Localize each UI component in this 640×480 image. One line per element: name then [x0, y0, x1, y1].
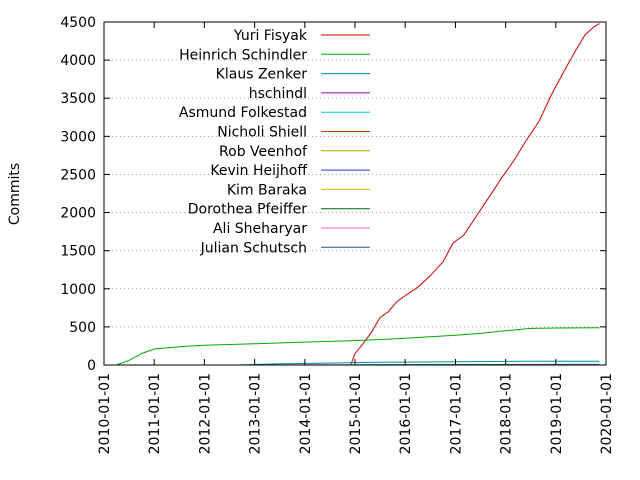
x-tick-label: 2020-01-01	[599, 373, 615, 454]
series-line-2	[237, 360, 600, 366]
y-tick-label: 3500	[60, 91, 96, 107]
y-axis: 0 500 1000 1500 2000 2500 3000 3500 4000 4500	[60, 15, 606, 374]
y-tick-label: 2000	[60, 206, 96, 222]
x-tick-label: 2017-01-01	[448, 373, 464, 454]
x-tick-label: 2011-01-01	[147, 373, 163, 454]
y-tick-label: 1000	[60, 282, 96, 298]
legend-label: Asmund Folkestad	[179, 105, 307, 121]
legend-label: Julian Schutsch	[200, 240, 307, 256]
series-layer	[116, 23, 600, 366]
y-tick-label: 2500	[60, 167, 96, 183]
series-line-1	[116, 327, 600, 366]
legend-label: Klaus Zenker	[216, 67, 308, 83]
legend-label: Yuri Fisyak	[233, 28, 308, 44]
legend: Yuri Fisyak Heinrich Schindler Klaus Zenke…	[179, 28, 370, 256]
y-tick-label: 500	[69, 320, 96, 336]
y-tick-label: 1500	[60, 244, 96, 260]
x-axis: 2010-01-01 2011-01-01 2012-01-01 2013-01-01…	[97, 22, 615, 454]
y-tick-label: 0	[87, 358, 96, 374]
y-axis-label: Commits	[7, 163, 23, 225]
legend-label: Heinrich Schindler	[179, 47, 307, 63]
x-tick-label: 2012-01-01	[197, 373, 213, 454]
legend-label: Rob Veenhof	[219, 144, 308, 160]
legend-label: Nicholi Shiell	[217, 125, 307, 141]
x-tick-label: 2010-01-01	[97, 373, 113, 454]
y-tick-label: 3000	[60, 129, 96, 145]
x-tick-label: 2016-01-01	[398, 373, 414, 454]
y-tick-label: 4000	[60, 53, 96, 69]
legend-label: Dorothea Pfeiffer	[188, 202, 307, 218]
legend-label: Ali Sheharyar	[213, 221, 307, 237]
x-tick-label: 2019-01-01	[549, 373, 565, 454]
y-tick-label: 4500	[60, 15, 96, 31]
grid-lines	[104, 59, 606, 328]
x-tick-label: 2018-01-01	[499, 373, 515, 454]
x-tick-label: 2015-01-01	[348, 373, 364, 454]
series-line-0	[350, 23, 600, 366]
legend-label: Kevin Heijhoff	[210, 163, 307, 179]
x-tick-label: 2013-01-01	[248, 373, 264, 454]
x-tick-label: 2014-01-01	[298, 373, 314, 454]
legend-label: Kim Baraka	[227, 182, 307, 198]
legend-label: hschindl	[249, 86, 307, 102]
